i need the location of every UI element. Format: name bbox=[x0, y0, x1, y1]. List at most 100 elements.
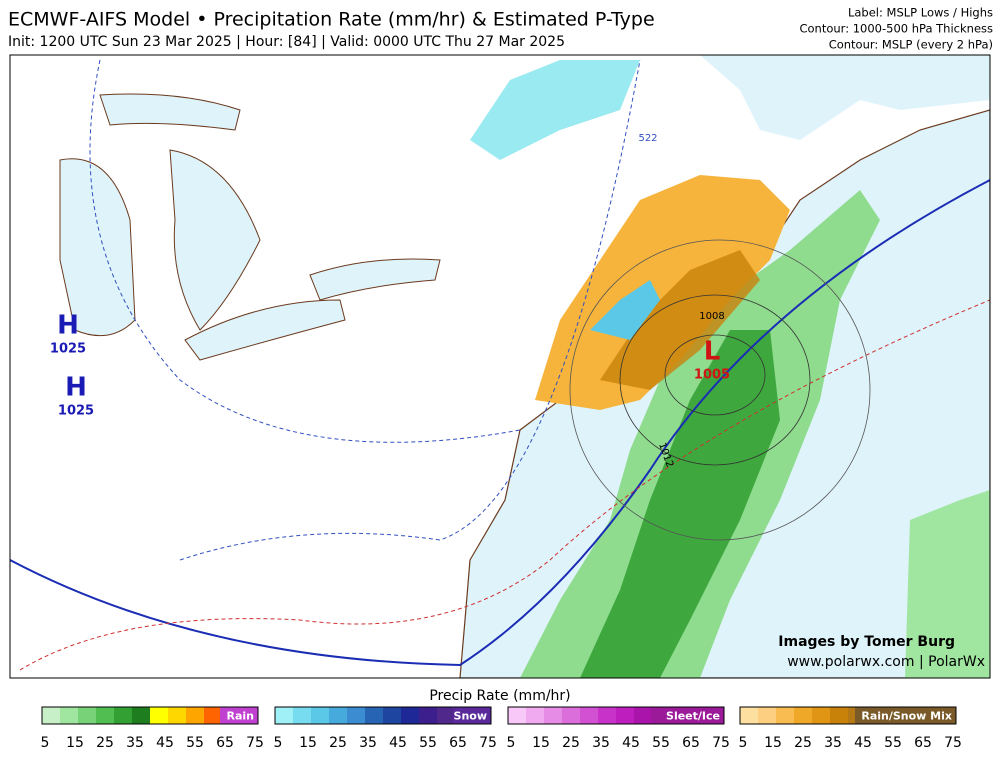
color-cell bbox=[526, 707, 544, 724]
color-cell bbox=[132, 707, 150, 724]
bar-frame bbox=[41, 706, 259, 725]
tick-label: 55 bbox=[884, 735, 902, 751]
gulf bbox=[700, 55, 990, 140]
map-frame bbox=[9, 54, 991, 679]
color-cell bbox=[794, 707, 812, 724]
legend-title: Precip Rate (mm/hr) bbox=[429, 688, 570, 704]
tick-label: 25 bbox=[562, 735, 580, 751]
tick-label: 35 bbox=[126, 735, 144, 751]
bar-label-bg bbox=[855, 707, 956, 724]
color-cell bbox=[419, 707, 437, 724]
tick-label: 45 bbox=[389, 735, 407, 751]
color-cell bbox=[347, 707, 365, 724]
credit: Images by Tomer Burg bbox=[778, 634, 955, 650]
lake bbox=[309, 258, 441, 301]
credit: www.polarwx.com | PolarWx bbox=[787, 654, 985, 670]
snow-area bbox=[590, 280, 660, 340]
lake bbox=[169, 149, 261, 331]
mix-core bbox=[600, 250, 760, 390]
tick-label: 75 bbox=[944, 735, 962, 751]
color-cell bbox=[401, 707, 419, 724]
note: Label: MSLP Lows / Highs bbox=[848, 6, 993, 20]
bar-label-bg bbox=[453, 707, 491, 724]
tick-label: 65 bbox=[216, 735, 234, 751]
rain-area bbox=[905, 490, 990, 678]
lake bbox=[99, 93, 241, 131]
contour-label: 1008 bbox=[699, 311, 724, 322]
color-cell bbox=[365, 707, 383, 724]
tick-label: 45 bbox=[854, 735, 872, 751]
color-cell bbox=[616, 707, 634, 724]
pressure-symbol: L bbox=[704, 337, 721, 367]
note: Contour: 1000-500 hPa Thickness bbox=[799, 22, 993, 36]
tick-label: 75 bbox=[246, 735, 264, 751]
bar-label-bg bbox=[651, 707, 724, 724]
tick-label: 65 bbox=[914, 735, 932, 751]
color-cell bbox=[598, 707, 616, 724]
color-cell bbox=[275, 707, 293, 724]
tick-label: 25 bbox=[96, 735, 114, 751]
isobar bbox=[664, 334, 766, 416]
lake bbox=[59, 158, 136, 337]
color-cell bbox=[96, 707, 114, 724]
tick-label: 35 bbox=[592, 735, 610, 751]
color-cell bbox=[204, 707, 222, 724]
tick-label: 25 bbox=[329, 735, 347, 751]
rain-core bbox=[580, 330, 780, 678]
mix-area bbox=[535, 175, 790, 410]
subtitle: Init: 1200 UTC Sun 23 Mar 2025 | Hour: [… bbox=[8, 34, 565, 50]
color-cell bbox=[42, 707, 60, 724]
color-cell bbox=[830, 707, 848, 724]
color-cell bbox=[508, 707, 526, 724]
color-cell bbox=[437, 707, 455, 724]
tick-label: 45 bbox=[622, 735, 640, 751]
tick-label: 35 bbox=[824, 735, 842, 751]
color-cell bbox=[329, 707, 347, 724]
isobar bbox=[569, 239, 871, 541]
tick-label: 55 bbox=[652, 735, 670, 751]
color-cell bbox=[150, 707, 168, 724]
bar-frame bbox=[274, 706, 492, 725]
bar-label: Sleet/Ice bbox=[666, 710, 720, 723]
tick-label: 5 bbox=[274, 735, 283, 751]
color-cell bbox=[776, 707, 794, 724]
color-cell bbox=[168, 707, 186, 724]
bar-label: Snow bbox=[454, 710, 487, 723]
title: ECMWF-AIFS Model • Precipitation Rate (m… bbox=[8, 9, 655, 31]
tick-label: 5 bbox=[41, 735, 50, 751]
tick-label: 35 bbox=[359, 735, 377, 751]
tick-label: 75 bbox=[479, 735, 497, 751]
color-cell bbox=[383, 707, 401, 724]
bar-frame bbox=[507, 706, 725, 725]
lake bbox=[184, 299, 346, 361]
color-cell bbox=[812, 707, 830, 724]
tick-label: 15 bbox=[66, 735, 84, 751]
tick-label: 5 bbox=[507, 735, 516, 751]
pressure-value: 1005 bbox=[694, 368, 730, 383]
color-cell bbox=[562, 707, 580, 724]
bar-label: Rain/Snow Mix bbox=[861, 710, 952, 723]
bar-label: Rain bbox=[227, 710, 255, 723]
bar-frame bbox=[739, 706, 957, 725]
thickness-contour bbox=[19, 299, 990, 671]
thickness-contour bbox=[89, 59, 521, 443]
pressure-symbol: H bbox=[57, 311, 79, 341]
color-cell bbox=[60, 707, 78, 724]
color-cell bbox=[634, 707, 652, 724]
tick-label: 45 bbox=[156, 735, 174, 751]
tick-label: 15 bbox=[764, 735, 782, 751]
note: Contour: MSLP (every 2 hPa) bbox=[829, 38, 993, 52]
contour-label: 522 bbox=[638, 133, 657, 144]
color-cell bbox=[293, 707, 311, 724]
pressure-value: 1025 bbox=[58, 404, 94, 419]
color-cell bbox=[544, 707, 562, 724]
tick-label: 55 bbox=[186, 735, 204, 751]
color-cell bbox=[580, 707, 598, 724]
color-cell bbox=[311, 707, 329, 724]
tick-label: 15 bbox=[532, 735, 550, 751]
color-cell bbox=[186, 707, 204, 724]
tick-label: 5 bbox=[739, 735, 748, 751]
isobar bbox=[619, 294, 811, 466]
